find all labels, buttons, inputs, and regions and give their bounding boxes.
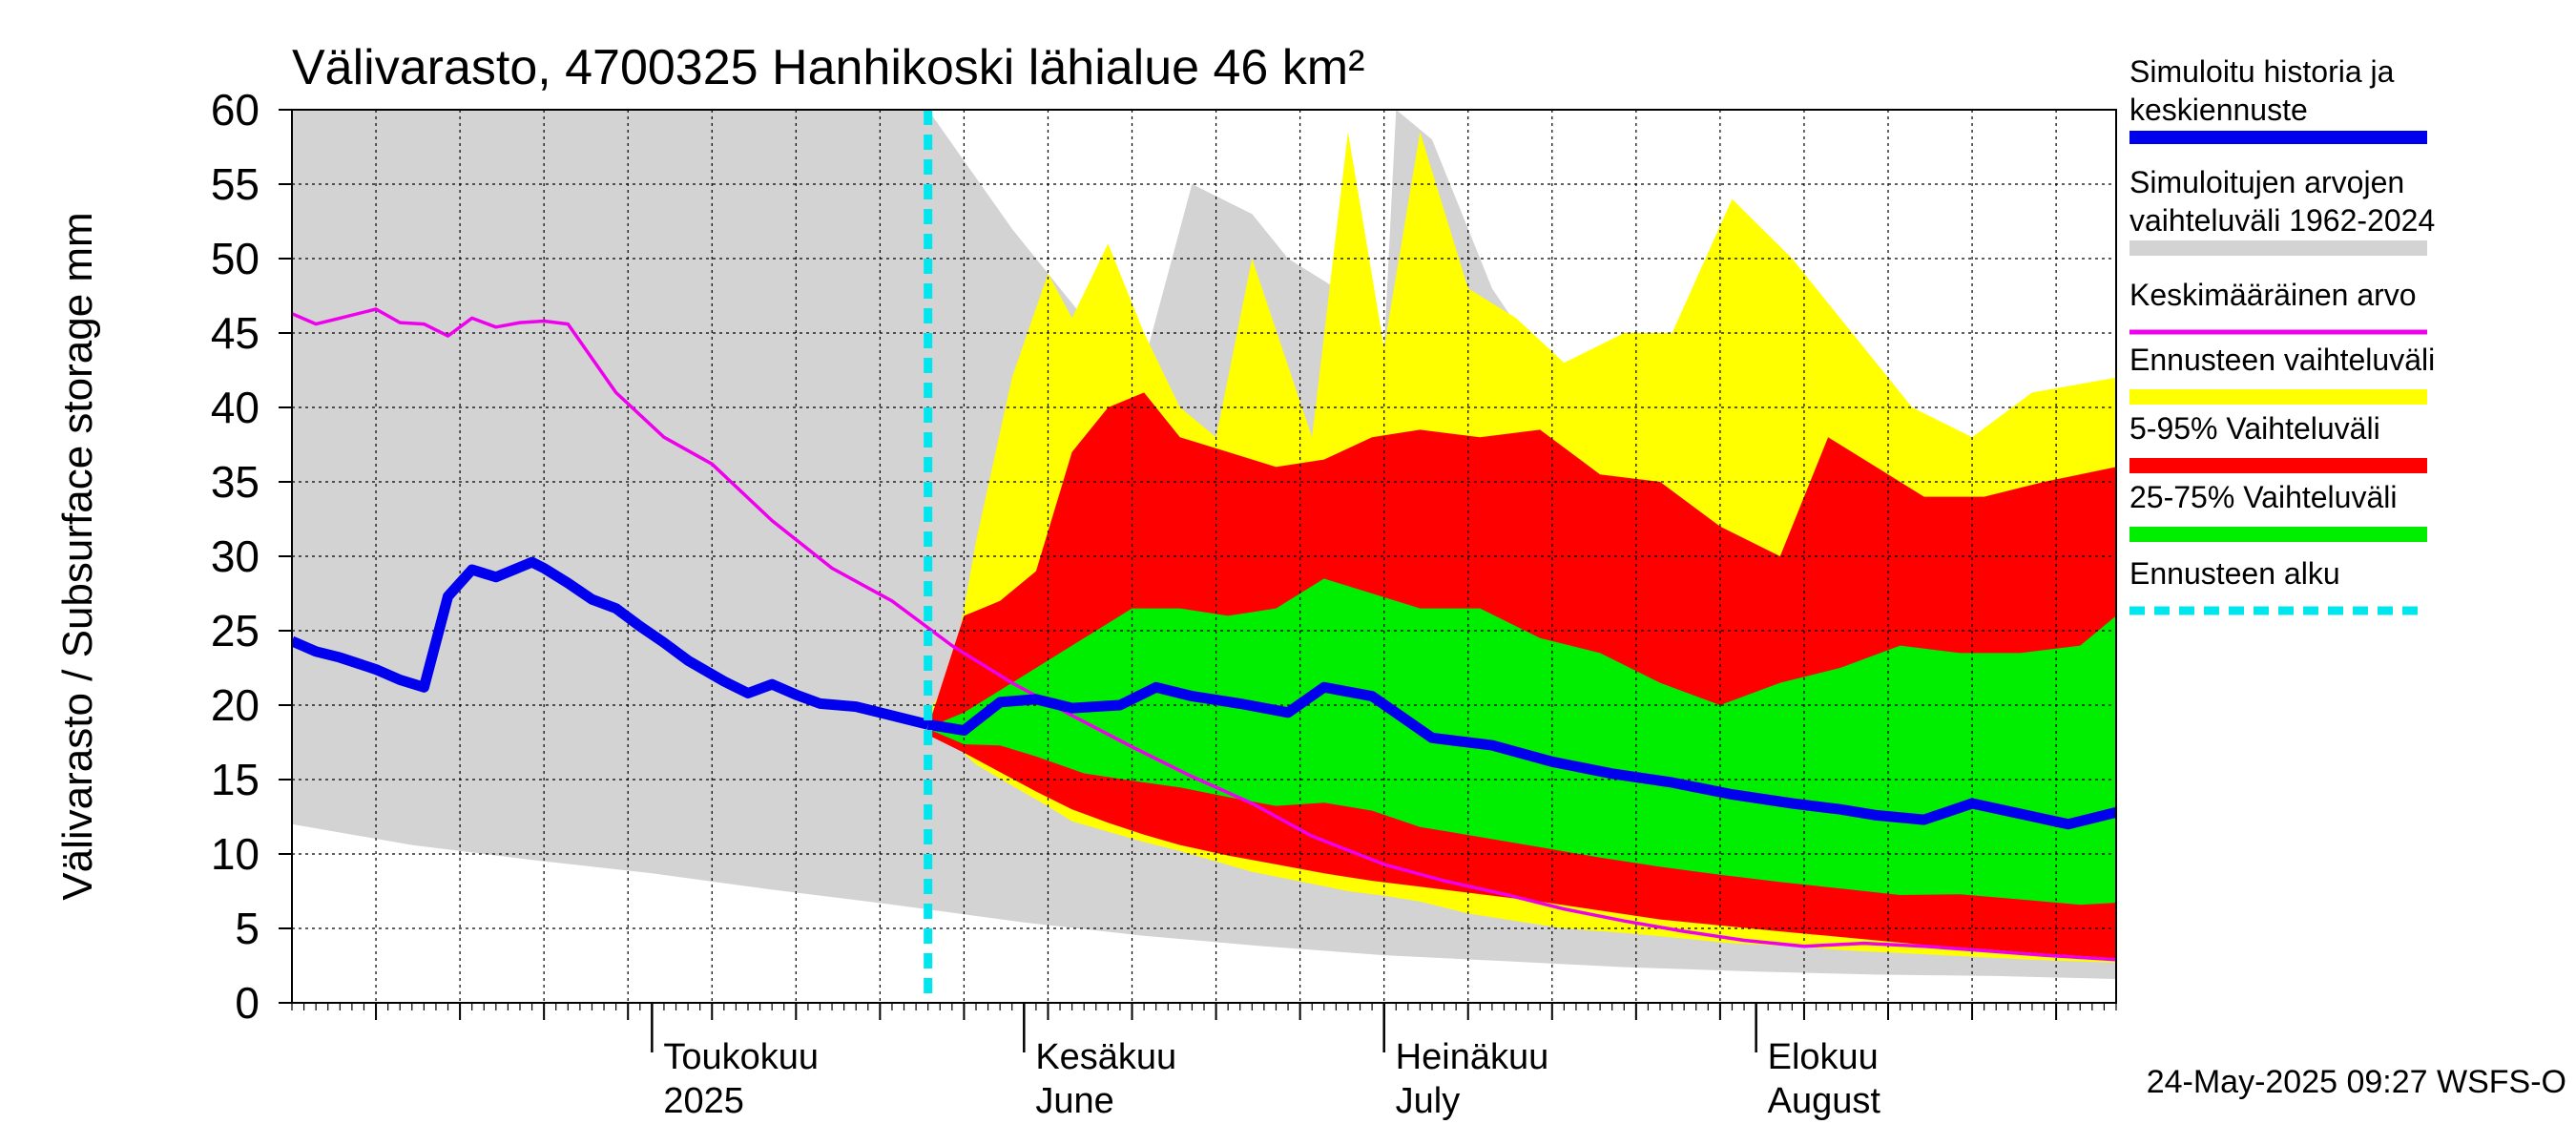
legend-label-p2575: 25-75% Vaihteluväli bbox=[2129, 480, 2397, 514]
x-month-label-en: August bbox=[1768, 1081, 1881, 1121]
legend-label-fstart: Ennusteen alku bbox=[2129, 556, 2340, 591]
bands bbox=[292, 110, 2116, 979]
y-axis-label: Välivarasto / Subsurface storage mm bbox=[54, 212, 101, 900]
legend-label-hist: Simuloitujen arvojen bbox=[2129, 165, 2404, 199]
y-tick-label: 50 bbox=[211, 234, 260, 283]
legend-label-mean: Keskimääräinen arvo bbox=[2129, 278, 2417, 312]
timestamp: 24-May-2025 09:27 WSFS-O bbox=[2147, 1064, 2566, 1100]
y-axis: 0 5 10 15 20 25 30 35 40 45 50 55 60 bbox=[211, 85, 292, 1028]
legend-label-sim: Simuloitu historia ja bbox=[2129, 54, 2395, 89]
x-month-label-en: 2025 bbox=[663, 1081, 744, 1121]
legend-label-ens: Ennusteen vaihteluväli bbox=[2129, 343, 2435, 377]
legend-label2-hist: vaihteluväli 1962-2024 bbox=[2129, 203, 2435, 238]
x-month-label-fi: Toukokuu bbox=[663, 1037, 819, 1077]
y-tick-label: 35 bbox=[211, 457, 260, 507]
y-tick-label: 45 bbox=[211, 308, 260, 358]
y-tick-label: 25 bbox=[211, 606, 260, 656]
x-month-label-en: June bbox=[1035, 1081, 1113, 1121]
series-lines bbox=[292, 110, 2116, 1003]
y-tick-label: 5 bbox=[235, 904, 260, 953]
y-tick-label: 55 bbox=[211, 159, 260, 209]
x-month-label-fi: Elokuu bbox=[1768, 1037, 1879, 1077]
x-month-label-fi: Heinäkuu bbox=[1396, 1037, 1549, 1077]
y-tick-label: 15 bbox=[211, 755, 260, 804]
median-forecast-line bbox=[926, 681, 2116, 830]
p25-75-band bbox=[927, 578, 2116, 906]
x-month-label-fi: Kesäkuu bbox=[1035, 1037, 1176, 1077]
y-tick-label: 10 bbox=[211, 829, 260, 879]
y-tick-label: 40 bbox=[211, 383, 260, 432]
y-tick-label: 0 bbox=[235, 978, 260, 1028]
y-tick-label: 60 bbox=[211, 85, 260, 135]
x-month-label-en: July bbox=[1396, 1081, 1461, 1121]
legend-label-p595: 5-95% Vaihteluväli bbox=[2129, 411, 2380, 446]
legend-label2-sim: keskiennuste bbox=[2129, 93, 2308, 127]
grid bbox=[292, 110, 2116, 1003]
y-tick-label: 20 bbox=[211, 680, 260, 730]
simulated-history-line bbox=[292, 556, 930, 730]
legend: Simuloitu historia ja keskiennuste Simuloi… bbox=[2129, 54, 2435, 615]
y-tick-label: 30 bbox=[211, 531, 260, 581]
chart-title: Välivarasto, 4700325 Hanhikoski lähialue… bbox=[292, 40, 1364, 95]
mean-line bbox=[292, 307, 2116, 962]
